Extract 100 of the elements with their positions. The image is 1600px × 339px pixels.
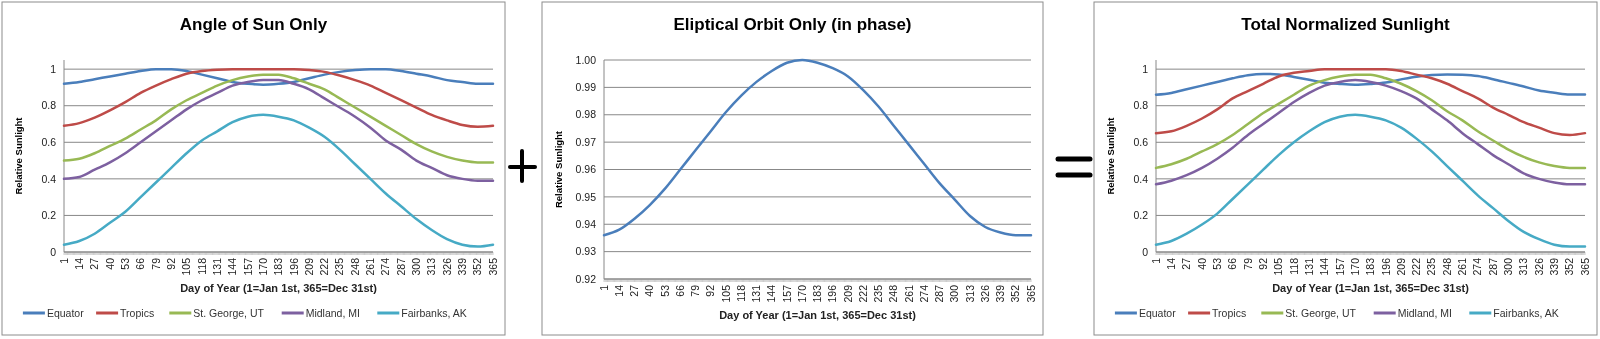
x-tick-label: 248 — [887, 284, 900, 303]
x-tick-label: 313 — [1517, 257, 1530, 276]
y-tick-label: 0.98 — [575, 108, 597, 121]
x-tick-label: 352 — [471, 257, 484, 276]
legend-label: Fairbanks, AK — [401, 306, 467, 319]
legend-label: St. George, UT — [1285, 306, 1357, 319]
x-tick-label: 222 — [318, 257, 331, 276]
x-tick-label: 40 — [1195, 257, 1208, 270]
x-tick-label: 1 — [1149, 257, 1162, 264]
x-tick-label: 300 — [1502, 257, 1515, 276]
x-tick-label: 79 — [689, 284, 702, 297]
x-tick-label: 235 — [872, 284, 885, 303]
x-tick-label: 27 — [1180, 257, 1193, 270]
x-tick-label: 196 — [826, 284, 839, 303]
x-tick-label: 92 — [1256, 257, 1269, 270]
x-tick-label: 326 — [1532, 257, 1545, 276]
x-tick-label: 157 — [780, 284, 793, 303]
legend-label: Tropics — [1212, 306, 1247, 319]
y-tick-label: 0.8 — [41, 99, 57, 112]
x-tick-label: 157 — [1333, 257, 1346, 276]
x-tick-label: 27 — [628, 284, 641, 297]
x-tick-label: 339 — [994, 284, 1007, 303]
x-tick-label: 313 — [963, 284, 976, 303]
y-axis-title: Relative Sunlight — [553, 130, 564, 209]
x-tick-label: 183 — [272, 257, 285, 276]
x-tick-label: 79 — [149, 257, 162, 270]
chart-title: Angle of Sun Only — [179, 15, 328, 34]
y-tick-label: 0.94 — [575, 217, 597, 230]
x-tick-label: 300 — [948, 284, 961, 303]
legend-label: Midland, MI — [305, 306, 360, 319]
x-tick-label: 352 — [1009, 284, 1022, 303]
x-tick-label: 274 — [917, 284, 930, 303]
y-tick-label: 0.6 — [1133, 135, 1149, 148]
line-series — [1154, 67, 1587, 137]
line-series — [1154, 78, 1587, 186]
x-tick-label: 300 — [410, 257, 423, 276]
legend-label: Equator — [1138, 306, 1177, 319]
y-tick-label: 1 — [1142, 62, 1149, 75]
chart-title: Total Normalized Sunlight — [1241, 15, 1451, 34]
x-tick-label: 183 — [811, 284, 824, 303]
x-tick-label: 248 — [1440, 257, 1453, 276]
x-tick-label: 14 — [1165, 257, 1177, 270]
y-tick-label: 1 — [50, 62, 57, 75]
line-series — [62, 67, 495, 86]
x-tick-label: 118 — [734, 284, 747, 302]
x-tick-label: 261 — [1456, 257, 1469, 276]
x-axis-title: Day of Year (1=Jan 1st, 365=Dec 31st) — [180, 282, 378, 294]
line-series — [1154, 113, 1587, 248]
x-tick-label: 196 — [287, 257, 300, 276]
x-tick-label: 131 — [750, 284, 763, 303]
x-tick-label: 53 — [658, 284, 671, 297]
x-tick-label: 92 — [164, 257, 177, 270]
x-tick-label: 274 — [379, 257, 392, 276]
x-tick-label: 53 — [1210, 257, 1223, 270]
y-axis-title: Relative Sunlight — [1105, 116, 1116, 195]
x-tick-label: 105 — [719, 284, 732, 303]
line-series — [1154, 72, 1587, 96]
x-tick-label: 66 — [1226, 257, 1239, 270]
y-tick-label: 0.2 — [41, 209, 57, 222]
x-tick-label: 157 — [241, 257, 254, 276]
x-tick-label: 339 — [1548, 257, 1561, 276]
x-tick-label: 14 — [612, 284, 625, 297]
x-tick-label: 105 — [1272, 257, 1285, 276]
x-tick-label: 14 — [73, 257, 85, 270]
line-series — [62, 73, 495, 164]
x-tick-label: 313 — [425, 257, 438, 276]
x-tick-label: 79 — [1241, 257, 1254, 270]
line-series — [62, 113, 495, 248]
y-tick-label: 0.92 — [575, 272, 597, 285]
x-tick-label: 144 — [1318, 257, 1331, 276]
x-tick-label: 118 — [195, 257, 208, 275]
x-tick-label: 53 — [118, 257, 131, 270]
x-tick-label: 66 — [134, 257, 147, 270]
y-tick-label: 0 — [50, 245, 57, 258]
x-tick-label: 274 — [1471, 257, 1484, 276]
x-tick-label: 222 — [1410, 257, 1423, 276]
legend-label: St. George, UT — [193, 306, 265, 319]
y-tick-label: 0.99 — [575, 81, 597, 94]
x-tick-label: 326 — [440, 257, 453, 276]
x-tick-label: 287 — [933, 284, 946, 303]
x-tick-label: 196 — [1379, 257, 1392, 276]
x-tick-label: 235 — [333, 257, 346, 276]
x-tick-label: 209 — [841, 284, 854, 303]
x-tick-label: 222 — [856, 284, 869, 303]
x-tick-label: 287 — [394, 257, 407, 276]
x-axis-title: Day of Year (1=Jan 1st, 365=Dec 31st) — [1272, 282, 1470, 294]
x-tick-label: 261 — [902, 284, 915, 303]
legend-label: Tropics — [120, 306, 155, 319]
y-tick-label: 0.4 — [41, 172, 57, 185]
x-tick-label: 235 — [1425, 257, 1438, 276]
line-series — [1154, 73, 1587, 170]
x-tick-label: 105 — [180, 257, 193, 276]
x-tick-label: 1 — [597, 284, 610, 291]
legend-label: Midland, MI — [1397, 306, 1452, 319]
x-tick-label: 66 — [673, 284, 686, 297]
chart-title: Eliptical Orbit Only (in phase) — [673, 15, 912, 34]
x-tick-label: 365 — [486, 257, 499, 276]
y-tick-label: 0.96 — [575, 163, 597, 176]
legend-label: Equator — [46, 306, 85, 319]
x-tick-label: 209 — [1394, 257, 1407, 276]
